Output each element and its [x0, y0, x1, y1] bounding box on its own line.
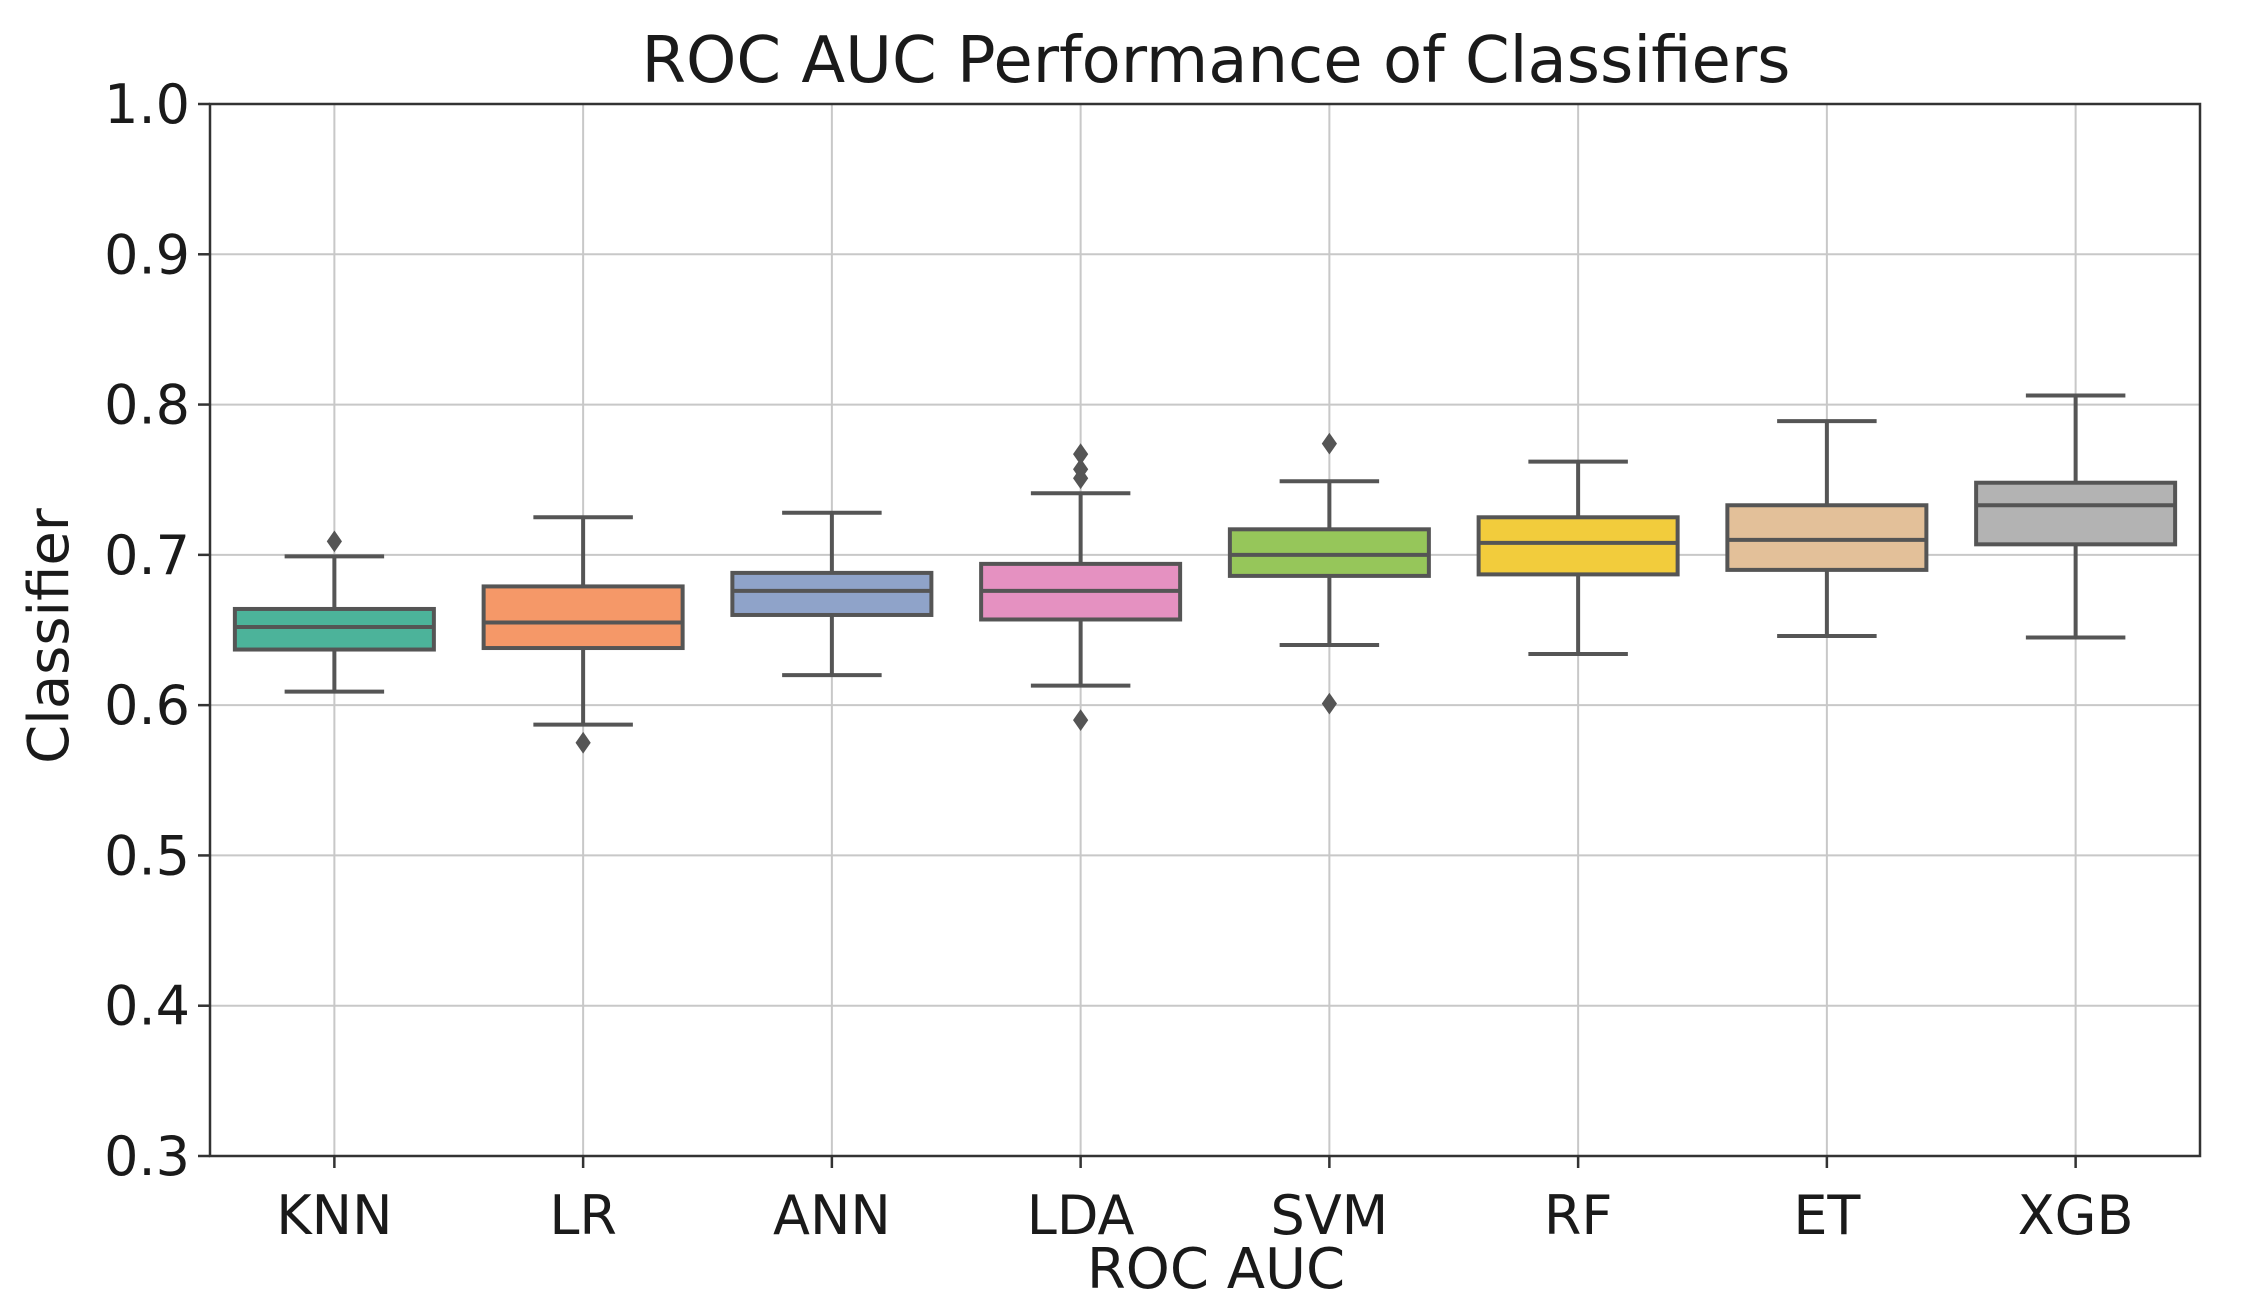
- box-svm: [1227, 432, 1431, 715]
- y-tick-label: 0.3: [104, 1125, 190, 1188]
- outlier-point: [1073, 443, 1089, 466]
- x-tick-label: SVM: [1270, 1184, 1388, 1247]
- x-tick-label: LDA: [1027, 1184, 1135, 1247]
- iqr-box: [1725, 503, 1929, 572]
- x-tick-label: ET: [1793, 1184, 1861, 1247]
- iqr-box: [1227, 527, 1431, 578]
- iqr-box: [481, 584, 685, 651]
- outlier-point: [1073, 709, 1089, 732]
- iqr-box: [730, 570, 934, 617]
- x-tick-label: LR: [549, 1184, 617, 1247]
- y-axis-label: Classifier: [17, 507, 82, 764]
- iqr-box: [232, 606, 436, 652]
- outlier-point: [1321, 692, 1337, 715]
- box-group: [232, 393, 2178, 754]
- box-ann: [730, 510, 934, 678]
- box-rf: [1476, 459, 1680, 657]
- y-tick-label: 1.0: [104, 73, 190, 136]
- plot-frame: [208, 102, 2202, 1158]
- outlier-point: [326, 530, 342, 553]
- outlier-point: [1321, 432, 1337, 455]
- outlier-point: [1073, 458, 1089, 481]
- box-xgb: [1974, 393, 2178, 640]
- x-tick-label: KNN: [276, 1184, 392, 1247]
- x-tick-label: ANN: [773, 1184, 891, 1247]
- y-tick-label: 0.6: [104, 674, 190, 737]
- chart-title: ROC AUC Performance of Classifiers: [642, 24, 1791, 98]
- tick-labels: 0.3 0.4 0.5 0.6 0.7 0.8 0.9 1.0 KNN LR ANN LDA SVM RF…: [104, 73, 2133, 1247]
- x-tick-label: RF: [1544, 1184, 1613, 1247]
- iqr-box: [1974, 480, 2178, 547]
- y-tick-label: 0.5: [104, 824, 190, 887]
- iqr-box: [1476, 515, 1680, 577]
- y-tick-label: 0.4: [104, 975, 190, 1038]
- x-tick-label: XGB: [2018, 1184, 2134, 1247]
- y-tick-label: 0.8: [104, 374, 190, 437]
- x-axis-label: ROC AUC: [1087, 1237, 1345, 1302]
- box-knn: [232, 530, 436, 694]
- box-lda: [979, 443, 1183, 732]
- outlier-point: [575, 731, 591, 754]
- y-tick-label: 0.7: [104, 524, 190, 587]
- y-tick-label: 0.9: [104, 223, 190, 286]
- box-et: [1725, 419, 1929, 639]
- box-lr: [481, 515, 685, 754]
